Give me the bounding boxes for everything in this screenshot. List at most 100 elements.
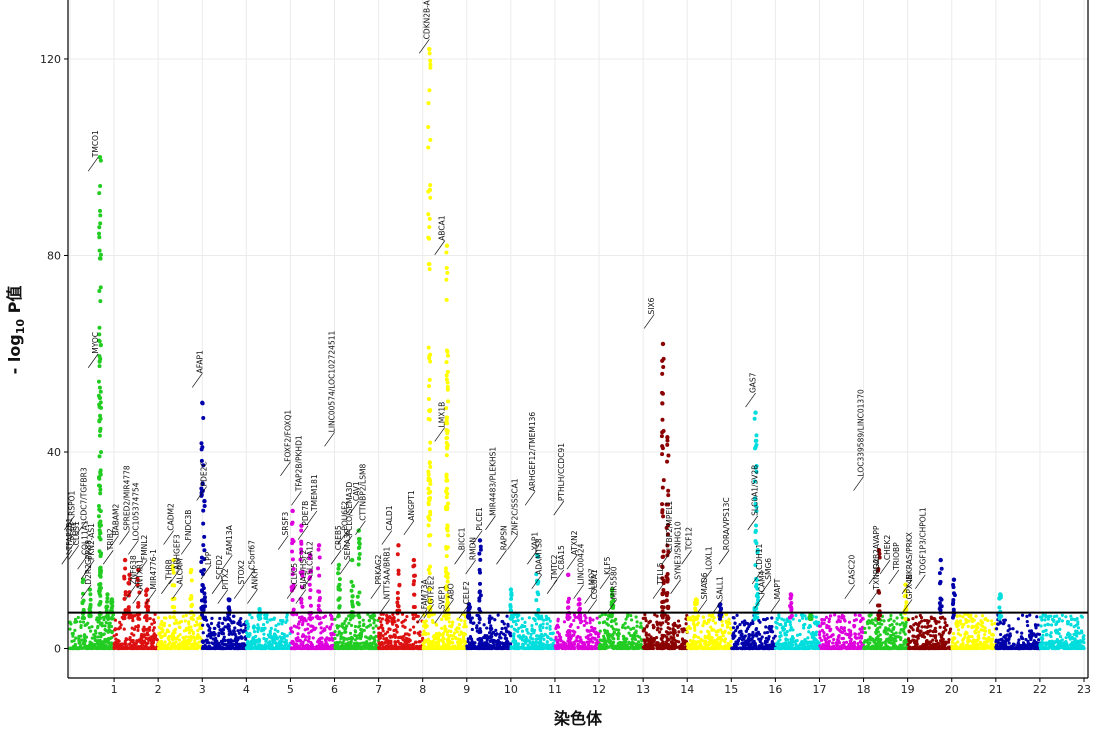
point-2643 — [548, 627, 552, 631]
point-305 — [152, 618, 156, 622]
point-827 — [216, 633, 221, 638]
point-3003 — [589, 633, 593, 637]
point-4678 — [853, 632, 858, 636]
point-4790 — [888, 623, 892, 628]
point-1285 — [250, 646, 254, 651]
point-3463 — [681, 640, 685, 644]
point-1478 — [316, 640, 320, 644]
point-268 — [134, 625, 138, 629]
point-3581 — [654, 636, 659, 640]
point-987 — [238, 643, 242, 647]
point-4927 — [869, 646, 873, 651]
point-769 — [164, 616, 168, 620]
point-4930 — [889, 641, 893, 645]
point-231 — [99, 645, 103, 650]
point-2078 — [377, 637, 381, 641]
point-4250 — [788, 623, 792, 627]
point-946 — [212, 633, 216, 637]
point-243 — [92, 633, 96, 637]
point-1114 — [248, 613, 252, 617]
point-1760 — [362, 628, 366, 632]
point-1790 — [373, 646, 377, 651]
point-1211 — [259, 629, 264, 633]
point-3483 — [680, 637, 685, 641]
point-1535 — [307, 635, 311, 639]
point-3216 — [614, 628, 618, 632]
point-234 — [104, 643, 108, 648]
point-1004 — [216, 623, 220, 627]
point-3345 — [610, 619, 614, 623]
point-1160 — [285, 613, 289, 617]
point-2597 — [506, 646, 510, 650]
point-898 — [210, 641, 214, 645]
point-4875 — [895, 616, 899, 620]
plot-background — [68, 0, 1088, 678]
point-539 — [174, 618, 178, 622]
point-460 — [127, 646, 131, 650]
point-2985 — [594, 630, 598, 634]
point-3351 — [606, 623, 610, 627]
point-757 — [157, 632, 161, 636]
point-4289 — [782, 628, 786, 632]
point-4116 — [754, 626, 759, 631]
point-2594 — [494, 639, 498, 643]
point-2233 — [449, 629, 453, 634]
point-1816 — [368, 623, 373, 627]
point-162 — [110, 635, 114, 640]
point-253 — [77, 646, 81, 651]
point-1924 — [408, 643, 412, 647]
point-4353 — [803, 638, 807, 642]
point-1316 — [325, 625, 329, 629]
point-3113 — [565, 645, 570, 650]
point-4700 — [889, 613, 893, 618]
point-58 — [73, 643, 77, 647]
point-2849 — [524, 646, 528, 651]
point-4102 — [731, 636, 735, 640]
point-4520 — [825, 633, 829, 637]
point-1238 — [265, 620, 269, 624]
point-3273 — [629, 618, 634, 622]
point-777 — [156, 643, 160, 647]
point-1180 — [276, 629, 280, 633]
point-251 — [93, 638, 97, 643]
point-3584 — [651, 623, 655, 627]
point-412 — [118, 620, 122, 625]
point-1980 — [401, 624, 405, 628]
point-3071 — [583, 613, 587, 618]
point-2780 — [545, 616, 550, 620]
point-4115 — [749, 621, 753, 625]
point-899 — [239, 616, 243, 621]
point-1010 — [213, 646, 217, 651]
point-2067 — [383, 632, 388, 636]
point-2027 — [386, 642, 390, 646]
point-2335 — [459, 640, 463, 644]
point-513 — [114, 644, 118, 648]
point-490 — [132, 633, 136, 637]
point-2835 — [517, 634, 522, 638]
point-452 — [114, 637, 118, 641]
point-2556 — [477, 621, 481, 625]
point-3627 — [655, 620, 659, 624]
point-35 — [90, 636, 94, 640]
point-4388 — [777, 613, 781, 617]
point-2070 — [417, 632, 421, 636]
point-401 — [113, 618, 118, 622]
point-3879 — [726, 644, 730, 648]
point-1425 — [309, 640, 313, 645]
point-4596 — [859, 635, 864, 639]
point-2744 — [534, 634, 539, 638]
point-3854 — [708, 641, 712, 646]
point-2793 — [548, 624, 552, 628]
point-3365 — [627, 642, 631, 646]
point-4412 — [802, 646, 806, 650]
point-3613 — [661, 646, 665, 651]
point-4876 — [889, 635, 893, 639]
point-4417 — [798, 632, 802, 637]
point-947 — [213, 637, 218, 642]
point-1876 — [408, 628, 412, 632]
point-1000 — [213, 644, 218, 648]
point-2508 — [493, 618, 497, 622]
point-62 — [76, 615, 80, 620]
point-3119 — [595, 638, 599, 642]
point-4679 — [849, 631, 853, 635]
